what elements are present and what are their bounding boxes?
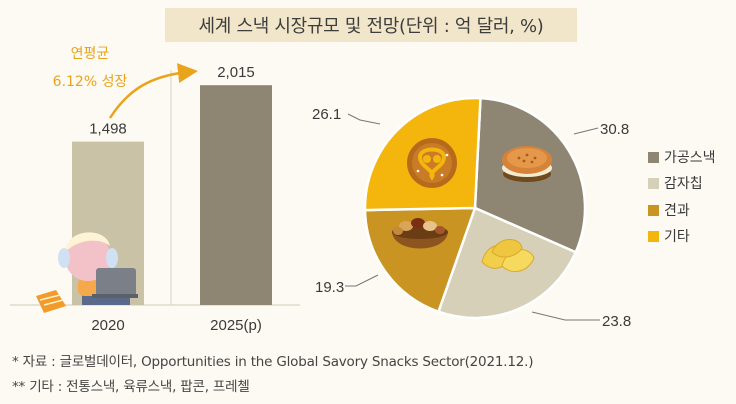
- pie-value-label-other: 26.1: [312, 106, 341, 123]
- growth-annotation-line2: 6.12% 성장: [53, 74, 128, 90]
- title-banner: 세계 스낵 시장규모 및 전망(단위 : 억 달러, %): [165, 8, 577, 42]
- person-with-laptop-icon: [36, 232, 138, 313]
- pretzel-icon: [407, 138, 457, 188]
- growth-annotation-line1: 연평균: [71, 46, 110, 62]
- legend-label-processed: 가공스낵: [664, 150, 716, 166]
- nut-bowl-icon: [392, 218, 448, 249]
- pie-icons: [392, 138, 552, 273]
- pie-chart: [363, 96, 587, 320]
- pie-value-label-potato: 23.8: [602, 313, 631, 330]
- legend-item-potato: 감자칩: [648, 176, 703, 192]
- bar-2025: [200, 85, 272, 305]
- bar-chart: 1,498 2,015 2020 2025(p) 연평균 6.12% 성장: [10, 46, 300, 334]
- pie-value-labels: 30.8 23.8 19.3 26.1: [312, 106, 631, 330]
- pie-legend: 가공스낵 감자칩 견과 기타: [648, 150, 716, 245]
- legend-item-processed: 가공스낵: [648, 150, 716, 166]
- bar-value-label-2025: 2,015: [217, 64, 255, 81]
- sandwich-cracker-icon: [502, 146, 552, 182]
- bar-category-2025: 2025(p): [210, 317, 262, 334]
- source-note: * 자료 : 글로벌데이터, Opportunities in the Glob…: [12, 354, 534, 370]
- leader-line-processed: [573, 127, 599, 135]
- leader-line-nuts: [345, 274, 379, 287]
- pie-value-label-nuts: 19.3: [315, 279, 344, 296]
- other-category-note: ** 기타 : 전통스낵, 육류스낵, 팝콘, 프레첼: [12, 379, 250, 395]
- bar-category-2020: 2020: [91, 317, 124, 334]
- potato-chip-icon: [481, 239, 535, 273]
- pie-value-label-processed: 30.8: [600, 121, 629, 138]
- leader-line-other: [347, 113, 381, 125]
- bar-value-label-2020: 1,498: [89, 121, 127, 138]
- leader-line-potato: [531, 311, 600, 321]
- legend-item-nuts: 견과: [648, 203, 690, 219]
- legend-label-nuts: 견과: [664, 203, 690, 219]
- growth-arrow-icon: [108, 63, 198, 119]
- legend-label-potato: 감자칩: [664, 176, 703, 192]
- legend-swatch-processed: [648, 152, 659, 163]
- legend-swatch-nuts: [648, 205, 659, 216]
- legend-swatch-other: [648, 231, 659, 242]
- chart-title: 세계 스낵 시장규모 및 전망(단위 : 억 달러, %): [198, 16, 544, 37]
- legend-swatch-potato: [648, 178, 659, 189]
- legend-item-other: 기타: [648, 229, 690, 245]
- legend-label-other: 기타: [664, 229, 690, 245]
